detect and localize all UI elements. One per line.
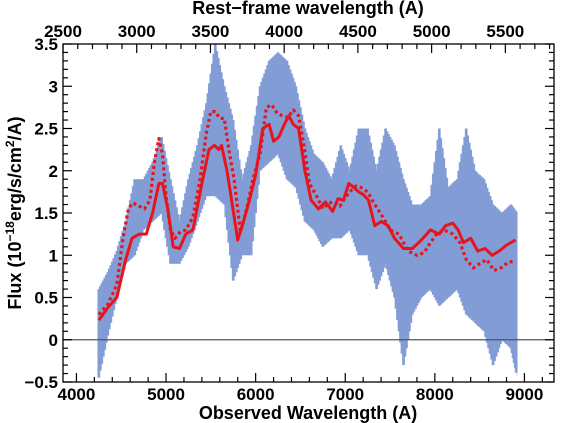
y-tick-label: −0.5 (24, 373, 58, 392)
y-tick-label: 0 (49, 331, 58, 350)
bottom-x-tick-label: 7000 (326, 385, 364, 404)
model-dotted-line (97, 103, 516, 316)
observed-spectrum-envelope (98, 44, 518, 378)
top-x-tick-label: 5000 (413, 22, 451, 41)
top-x-tick-label: 2500 (44, 22, 82, 41)
y-tick-label: 0.5 (34, 289, 58, 308)
x-axis-title: Observed Wavelength (A) (199, 403, 417, 423)
y-axis-title-part-3: /A) (5, 116, 25, 140)
top-x-tick-label: 3500 (192, 22, 230, 41)
bottom-x-tick-label: 9000 (506, 385, 544, 404)
y-axis-title-superscript: 2 (3, 140, 17, 147)
y-tick-label: 2 (49, 162, 58, 181)
y-tick-label: 1 (49, 246, 58, 265)
y-tick-label: 1.5 (34, 204, 58, 223)
top-x-tick-label: 4500 (339, 22, 377, 41)
top-x-axis-title: Rest−frame wavelength (A) (192, 0, 424, 18)
y-axis-title-exponent: −18 (3, 221, 17, 242)
y-tick-label: 3.5 (34, 35, 58, 54)
y-axis-title-part-2: erg/s/cm (5, 147, 25, 221)
y-axis-title: Flux (10−18erg/s/cm2/A) (3, 116, 25, 309)
bottom-x-tick-label: 4000 (58, 385, 96, 404)
top-x-tick-label: 3000 (118, 22, 156, 41)
y-tick-label: 2.5 (34, 120, 58, 139)
bottom-x-tick-label: 6000 (237, 385, 275, 404)
top-x-tick-label: 4000 (265, 22, 303, 41)
bottom-x-tick-label: 5000 (147, 385, 185, 404)
y-tick-label: 3 (49, 77, 58, 96)
y-axis-title-part-1: Flux (10 (5, 242, 25, 310)
bottom-x-tick-label: 8000 (416, 385, 454, 404)
top-x-tick-label: 5500 (486, 22, 524, 41)
